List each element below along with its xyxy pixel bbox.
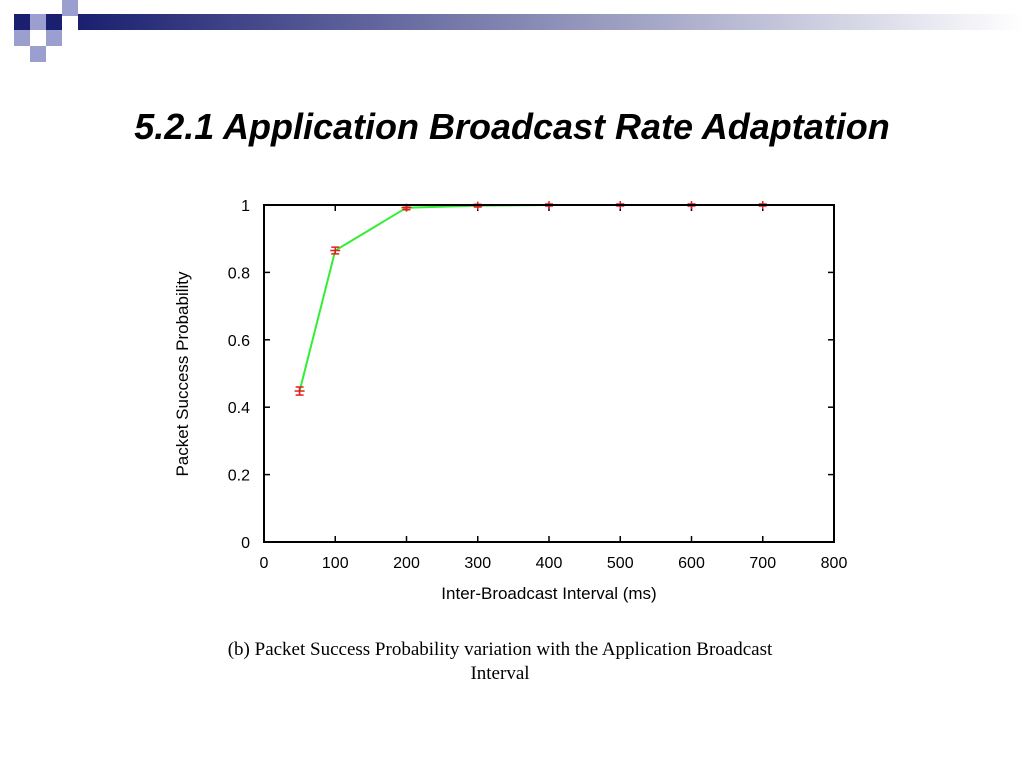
decoration-square (30, 14, 46, 30)
y-tick-label: 0.4 (228, 400, 250, 417)
title-decoration (14, 0, 1024, 62)
decoration-square (14, 30, 30, 46)
decoration-square (30, 46, 46, 62)
tick-labels: 0 100 200 300 400 500 600 700 800 0 0.2 0.4 0.6 0.8 1 (228, 198, 848, 572)
y-tick-label: 1 (241, 198, 250, 215)
x-tick-label: 500 (607, 555, 634, 572)
decoration-square (62, 0, 78, 16)
x-tick-label: 600 (678, 555, 705, 572)
decoration-square (46, 30, 62, 46)
x-tick-label: 100 (322, 555, 349, 572)
y-axis-label: Packet Success Probability (173, 271, 192, 477)
series-line (298, 204, 763, 392)
y-tick-label: 0.2 (228, 468, 250, 485)
tick-marks (263, 204, 835, 543)
figure-caption: (b) Packet Success Probability variation… (150, 638, 850, 686)
caption-line-1: (b) Packet Success Probability variation… (227, 639, 773, 660)
x-tick-label: 200 (393, 555, 420, 572)
x-tick-label: 800 (821, 555, 848, 572)
plot-frame (263, 204, 835, 543)
y-tick-label: 0.8 (228, 265, 250, 282)
decoration-square (14, 14, 30, 30)
data-point (294, 386, 305, 396)
caption-line-2: Interval (470, 663, 530, 684)
series-layer (294, 201, 768, 396)
y-tick-label: 0 (241, 535, 250, 552)
decoration-gradient-bar (78, 14, 1024, 30)
x-tick-label: 400 (536, 555, 563, 572)
x-tick-label: 700 (749, 555, 776, 572)
y-tick-label: 0.6 (228, 333, 250, 350)
x-tick-label: 0 (260, 555, 269, 572)
decoration-square (46, 14, 62, 30)
slide-title: 5.2.1 Application Broadcast Rate Adaptat… (134, 106, 890, 147)
x-tick-label: 300 (464, 555, 491, 572)
x-axis-label: Inter-Broadcast Interval (ms) (441, 584, 656, 603)
data-point (330, 246, 341, 255)
